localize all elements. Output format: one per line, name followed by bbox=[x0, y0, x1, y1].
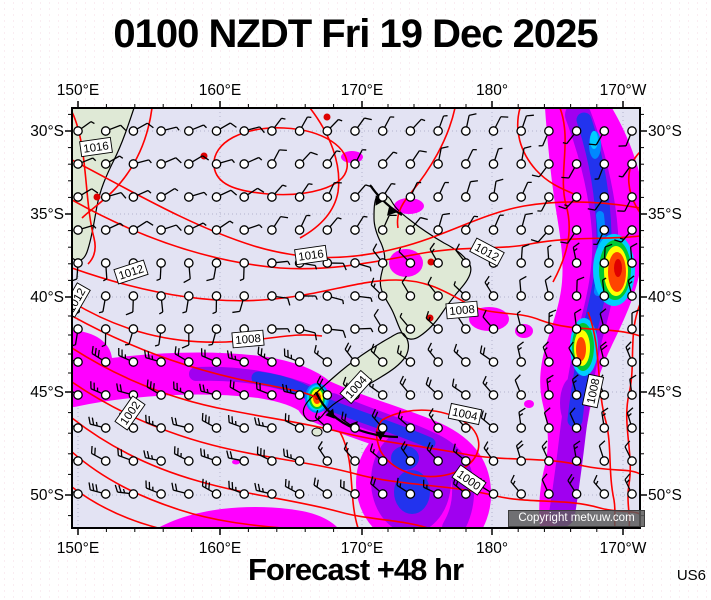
lon-label-top: 170°W bbox=[600, 82, 647, 99]
lat-label-left: 40°S bbox=[30, 289, 64, 306]
forecast-hour-label: Forecast +48 hr bbox=[247, 552, 464, 587]
svg-text:1008: 1008 bbox=[449, 304, 476, 318]
lat-label-right: 40°S bbox=[648, 289, 682, 306]
chart-title: 0100 NZDT Fri 19 Dec 2025 bbox=[113, 12, 598, 56]
svg-text:1008: 1008 bbox=[235, 333, 262, 347]
copyright-watermark: Copyright metvuw.com bbox=[508, 510, 645, 527]
svg-text:1016: 1016 bbox=[83, 140, 110, 155]
svg-text:1004: 1004 bbox=[451, 406, 479, 423]
lat-label-right: 50°S bbox=[648, 487, 682, 504]
lon-label-top: 170°E bbox=[341, 82, 383, 99]
lat-label-left: 35°S bbox=[30, 206, 64, 223]
lat-label-left: 50°S bbox=[30, 487, 64, 504]
lat-label-right: 45°S bbox=[648, 384, 682, 401]
lat-label-left: 45°S bbox=[30, 384, 64, 401]
lon-label-top: 180° bbox=[476, 82, 508, 99]
lon-label-bottom: 160°E bbox=[199, 540, 241, 557]
lon-label-bottom: 180° bbox=[476, 540, 508, 557]
lat-label-right: 35°S bbox=[648, 206, 682, 223]
lon-label-top: 160°E bbox=[199, 82, 241, 99]
lon-label-top: 150°E bbox=[57, 82, 99, 99]
svg-text:1008: 1008 bbox=[585, 377, 602, 405]
model-run-label: US6 bbox=[676, 567, 706, 584]
lon-label-bottom: 150°E bbox=[57, 540, 99, 557]
lat-label-right: 30°S bbox=[648, 123, 682, 140]
lon-label-bottom: 170°E bbox=[341, 540, 383, 557]
lat-label-left: 30°S bbox=[30, 123, 64, 140]
svg-text:1016: 1016 bbox=[298, 248, 325, 263]
lon-label-bottom: 170°W bbox=[600, 540, 647, 557]
